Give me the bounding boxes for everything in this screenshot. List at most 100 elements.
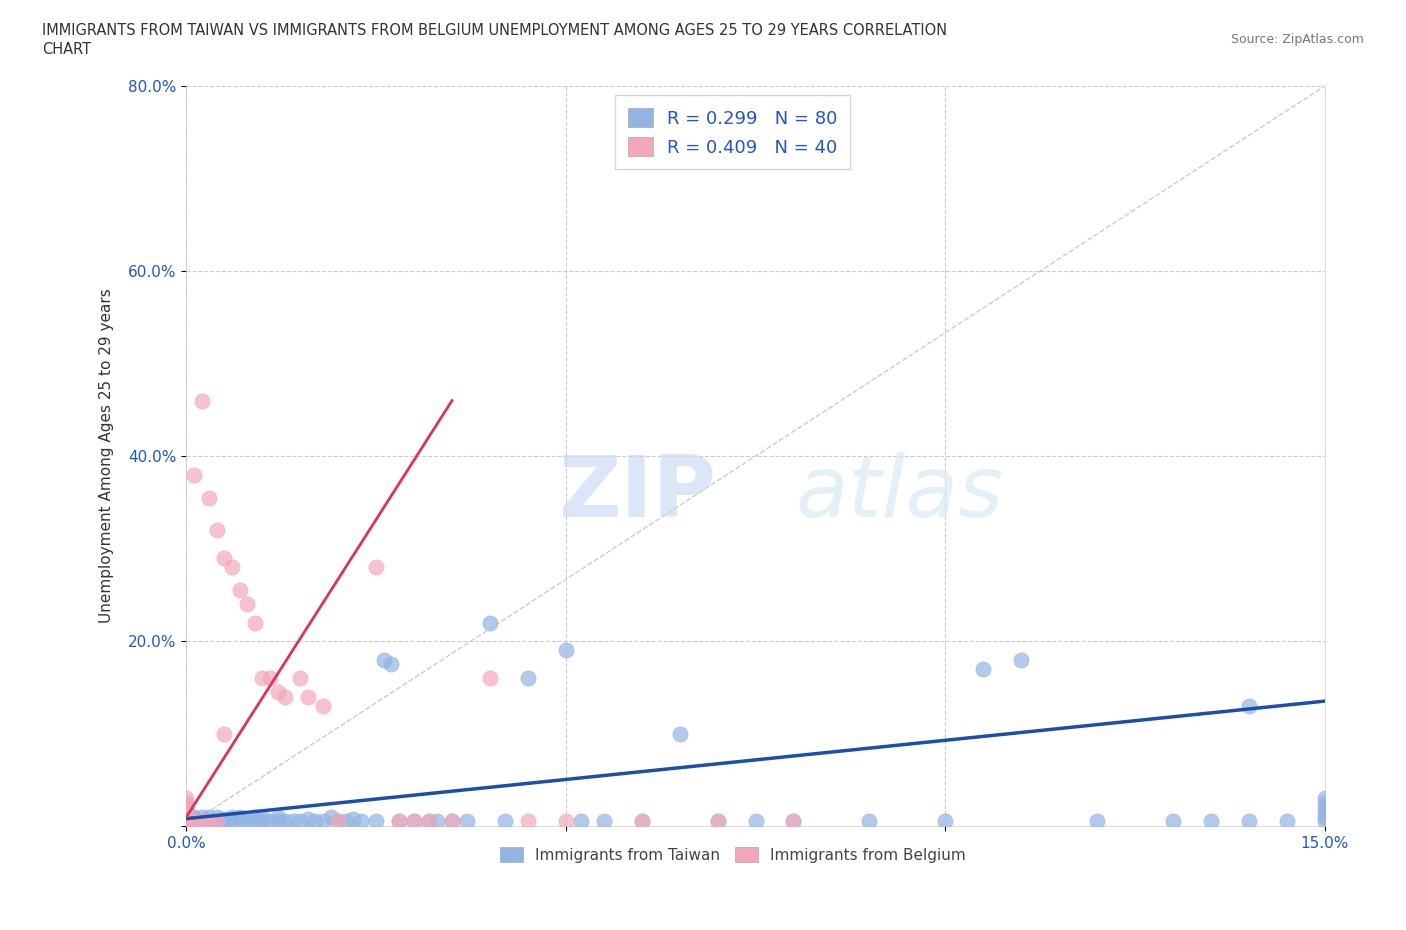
Point [176, 804, 198, 819]
Point [221, 809, 243, 824]
Point [441, 814, 464, 829]
Point [404, 814, 426, 829]
Point [176, 814, 198, 829]
Point [304, 814, 326, 829]
Point [380, 657, 402, 671]
Point [176, 795, 198, 810]
Point [297, 689, 319, 704]
Point [183, 467, 205, 482]
Point [176, 814, 198, 829]
Point [243, 814, 266, 829]
Point [266, 684, 288, 699]
Point [426, 814, 449, 829]
Point [404, 814, 426, 829]
Point [183, 814, 205, 829]
Point [1313, 795, 1336, 810]
Point [236, 814, 259, 829]
Point [630, 814, 652, 829]
Point [366, 814, 388, 829]
Point [205, 809, 228, 824]
Point [176, 814, 198, 829]
Point [516, 814, 538, 829]
Point [456, 814, 478, 829]
Legend: Immigrants from Taiwan, Immigrants from Belgium: Immigrants from Taiwan, Immigrants from … [492, 839, 973, 870]
Point [782, 814, 804, 829]
Point [388, 814, 411, 829]
Point [328, 814, 350, 829]
Point [1313, 809, 1336, 824]
Point [176, 795, 198, 810]
Point [176, 790, 198, 805]
Point [478, 615, 501, 630]
Y-axis label: Unemployment Among Ages 25 to 29 years: Unemployment Among Ages 25 to 29 years [100, 288, 114, 623]
Point [205, 814, 228, 829]
Point [706, 814, 728, 829]
Point [1313, 800, 1336, 815]
Point [1237, 698, 1260, 713]
Point [198, 490, 221, 505]
Point [373, 652, 395, 667]
Point [1313, 804, 1336, 819]
Point [569, 814, 592, 829]
Point [176, 804, 198, 819]
Point [328, 814, 350, 829]
Point [198, 814, 221, 829]
Point [1237, 814, 1260, 829]
Point [972, 661, 994, 676]
Point [228, 583, 250, 598]
Text: atlas: atlas [796, 452, 1004, 535]
Point [934, 814, 956, 829]
Point [176, 800, 198, 815]
Point [183, 811, 205, 826]
Point [1313, 790, 1336, 805]
Point [312, 814, 335, 829]
Text: IMMIGRANTS FROM TAIWAN VS IMMIGRANTS FROM BELGIUM UNEMPLOYMENT AMONG AGES 25 TO : IMMIGRANTS FROM TAIWAN VS IMMIGRANTS FRO… [42, 23, 948, 38]
Point [744, 814, 766, 829]
Point [1085, 814, 1108, 829]
Point [858, 814, 880, 829]
Point [554, 814, 576, 829]
Point [554, 643, 576, 658]
Point [228, 809, 250, 824]
Point [176, 814, 198, 829]
Point [266, 809, 288, 824]
Point [366, 560, 388, 575]
Point [221, 814, 243, 829]
Point [290, 671, 312, 685]
Text: ZIP: ZIP [558, 452, 716, 535]
Point [243, 809, 266, 824]
Point [205, 523, 228, 538]
Point [1313, 814, 1336, 829]
Point [259, 814, 281, 829]
Point [478, 671, 501, 685]
Point [706, 814, 728, 829]
Point [1161, 814, 1184, 829]
Point [190, 814, 212, 829]
Point [190, 814, 212, 829]
Point [1199, 814, 1222, 829]
Point [592, 814, 614, 829]
Point [290, 814, 312, 829]
Point [176, 809, 198, 824]
Point [236, 597, 259, 612]
Point [252, 809, 274, 824]
Point [252, 671, 274, 685]
Point [297, 811, 319, 826]
Text: Source: ZipAtlas.com: Source: ZipAtlas.com [1230, 33, 1364, 46]
Point [228, 814, 250, 829]
Point [214, 726, 236, 741]
Point [190, 393, 212, 408]
Point [266, 814, 288, 829]
Point [668, 726, 690, 741]
Point [176, 804, 198, 819]
Point [516, 671, 538, 685]
Point [319, 809, 342, 824]
Point [335, 814, 357, 829]
Point [252, 814, 274, 829]
Point [418, 814, 440, 829]
Point [214, 551, 236, 565]
Point [418, 814, 440, 829]
Point [1275, 814, 1298, 829]
Point [782, 814, 804, 829]
Point [312, 698, 335, 713]
